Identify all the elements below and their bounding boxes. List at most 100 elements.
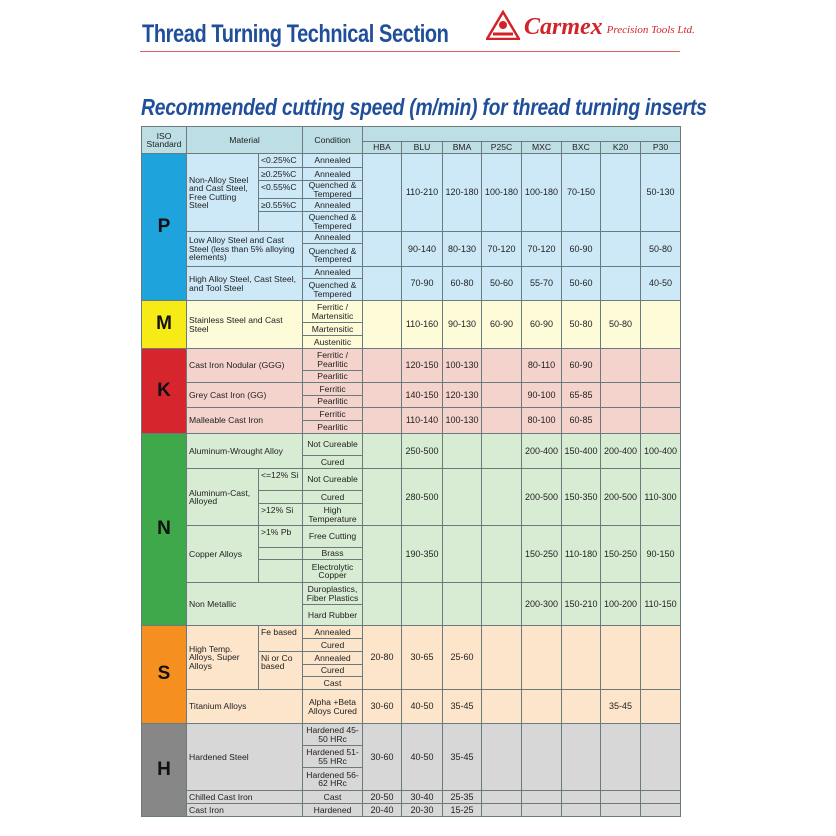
condition-cell: Pearlitic <box>302 420 364 434</box>
material-name: Non Metallic <box>185 582 304 626</box>
condition-cell: Annealed <box>302 167 364 181</box>
speed-value-blu: 190-350 <box>401 525 444 583</box>
speed-value-blu: 280-500 <box>401 468 444 526</box>
material-subtype <box>257 211 304 232</box>
speed-value-hba <box>362 433 403 469</box>
table-row: Pearlitic <box>142 370 681 383</box>
speed-value-bma: 35-45 <box>442 723 483 791</box>
speed-value-hba: 30-60 <box>362 723 403 791</box>
speed-value-bxc <box>561 689 602 724</box>
speed-value-bma: 15-25 <box>442 803 483 817</box>
material-subtype: <=12% Si <box>257 468 304 491</box>
speed-value-bxc: 65-85 <box>561 382 602 408</box>
speed-value-p25c <box>481 625 523 690</box>
speed-value-hba <box>362 300 403 349</box>
header-grade-hba: HBA <box>362 141 403 154</box>
speed-value-mxc: 200-300 <box>521 582 563 626</box>
table-row: N Aluminum-Wrought Alloy Not Cureable 250-5… <box>141 433 682 626</box>
table-row: Brass <box>142 547 681 560</box>
speed-value-p25c <box>481 723 523 791</box>
condition-cell: Hardened <box>302 803 364 817</box>
speed-value-blu: 110-160 <box>401 300 444 349</box>
table-row: Cast <box>142 676 681 690</box>
condition-cell: Cast <box>302 790 364 804</box>
speed-value-p30 <box>640 689 682 724</box>
cutting-speed-table: ISO Standard Material Condition HBA BLU BM… <box>141 126 682 817</box>
material-subtype <box>257 547 304 560</box>
table-row: Hard Rubber <box>142 604 681 626</box>
table-row: Quenched & Tempered <box>142 211 681 232</box>
table-row: S High Temp. Alloys, Super Alloys Fe based… <box>141 625 682 724</box>
table-row: High Alloy Steel, Cast Steel, and Tool S… <box>142 266 682 301</box>
material-subtype: ≥0.25%C <box>257 167 304 181</box>
speed-value-bxc: 150-350 <box>561 468 602 526</box>
speed-value-bxc: 60-85 <box>561 407 602 434</box>
condition-cell: Annealed <box>302 625 364 639</box>
condition-cell: Cured <box>302 455 364 469</box>
speed-value-p25c <box>481 433 523 469</box>
speed-value-p25c <box>481 348 523 383</box>
table-row: ≥0.25%C Annealed <box>142 167 681 181</box>
logo-tagline: Precision Tools Ltd. <box>606 24 695 36</box>
speed-value-k20: 100-200 <box>600 582 642 626</box>
condition-cell: Ferritic <box>302 407 364 421</box>
table-row: Grey Cast Iron (GG) Ferritic 140-150 120-13… <box>142 382 682 408</box>
condition-cell: Quenched & Tempered <box>302 180 364 199</box>
speed-value-blu: 70-90 <box>401 266 444 301</box>
table-title: Recommended cutting speed (m/min) for th… <box>141 94 707 120</box>
condition-cell: Not Cureable <box>302 468 364 491</box>
page-title: Thread Turning Technical Section <box>142 20 449 48</box>
speed-value-bxc <box>561 790 602 804</box>
speed-value-bma: 100-130 <box>442 348 483 383</box>
speed-value-bma: 120-130 <box>442 382 483 408</box>
speed-value-hba <box>362 348 403 383</box>
speed-value-mxc <box>521 689 563 724</box>
speed-value-k20 <box>600 790 642 804</box>
condition-cell: Cured <box>302 638 364 652</box>
speed-value-blu: 30-40 <box>401 790 444 804</box>
table-row: Chilled Cast Iron Cast 20-50 30-40 25-35 <box>142 790 682 804</box>
speed-value-k20 <box>600 266 642 301</box>
speed-value-p30 <box>640 723 682 791</box>
speed-value-p30: 50-130 <box>640 153 682 232</box>
table-row: Hardened 51-55 HRc <box>142 745 681 768</box>
header-iso: ISO Standard <box>141 126 187 154</box>
iso-group-p: P <box>141 153 187 301</box>
speed-value-k20 <box>600 348 642 383</box>
table-row: Low Alloy Steel and Cast Steel (less tha… <box>142 231 682 267</box>
material-name: Grey Cast Iron (GG) <box>185 382 304 408</box>
material-subtype: <0.25%C <box>257 153 304 168</box>
header-grade-bma: BMA <box>442 141 483 154</box>
speed-value-k20: 200-500 <box>600 468 642 526</box>
material-name: Aluminum-Cast, Alloyed <box>186 468 259 526</box>
table-row: >12% Si High Temperature <box>142 503 681 526</box>
speed-value-bxc: 110-180 <box>561 525 602 583</box>
speed-value-p30 <box>640 407 682 434</box>
speed-value-k20 <box>600 625 642 690</box>
table-row: Titanium Alloys Alpha +Beta Alloys Cured 3… <box>142 689 682 724</box>
condition-cell: Quenched & Tempered <box>302 278 364 301</box>
speed-value-bxc: 150-210 <box>561 582 602 626</box>
speed-value-p25c <box>481 407 523 434</box>
speed-value-mxc <box>521 723 563 791</box>
logo-brand: Carmex <box>524 14 603 40</box>
carmex-logo: Carmex Precision Tools Ltd. <box>486 10 695 40</box>
condition-cell: Annealed <box>302 153 364 168</box>
condition-cell: Pearlitic <box>302 395 364 408</box>
condition-cell: Ferritic <box>302 382 364 396</box>
speed-value-blu: 120-150 <box>401 348 444 383</box>
speed-value-hba: 20-80 <box>362 625 403 690</box>
table-row: Cured <box>142 490 681 504</box>
material-subtype <box>257 559 304 583</box>
speed-value-hba <box>362 266 403 301</box>
speed-value-k20: 35-45 <box>600 689 642 724</box>
speed-value-bma <box>442 433 483 469</box>
condition-cell: Cured <box>302 664 364 677</box>
speed-value-mxc <box>521 625 563 690</box>
speed-value-bma <box>442 582 483 626</box>
condition-cell: Electrolytic Copper <box>302 559 364 583</box>
speed-value-k20: 50-80 <box>600 300 642 349</box>
material-name: Chilled Cast Iron <box>185 790 304 804</box>
speed-value-bxc <box>561 723 602 791</box>
speed-value-bxc <box>561 803 602 817</box>
